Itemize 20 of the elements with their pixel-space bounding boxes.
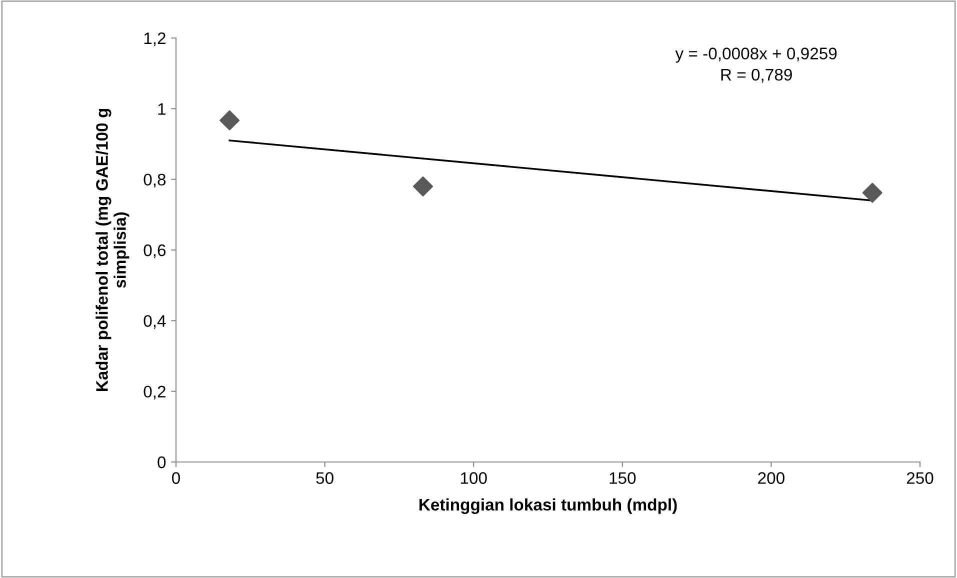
x-tick-label: 150 [610,472,636,484]
x-tick-label: 0 [172,472,180,484]
point [862,182,882,203]
annotation: R = 0,789 [721,68,792,83]
y-axis-title: Kadar polifenol total (mg GAE/100 g simplisia) [96,108,130,392]
annotation: y = -0,0008x + 0,9259 [675,48,837,63]
y-tick-label: 0,4 [144,315,166,329]
y-tick-label: 1,2 [144,32,166,46]
x-axis-title: Ketinggian lokasi tumbuh (mdpl) [419,498,677,514]
x-tick-label: 50 [316,472,334,484]
x-tick-label: 250 [906,472,934,484]
y-tick-label: 0,2 [144,386,166,400]
point [220,110,240,130]
y-tick-label: 0,8 [144,174,166,188]
x-tick-label: 100 [460,472,487,484]
y-tick-label: 1 [158,103,166,115]
y-tick-label: 0,6 [144,244,166,258]
x-tick-label: 200 [758,472,784,484]
y-tick-label: 0 [158,456,166,468]
point [412,176,434,196]
